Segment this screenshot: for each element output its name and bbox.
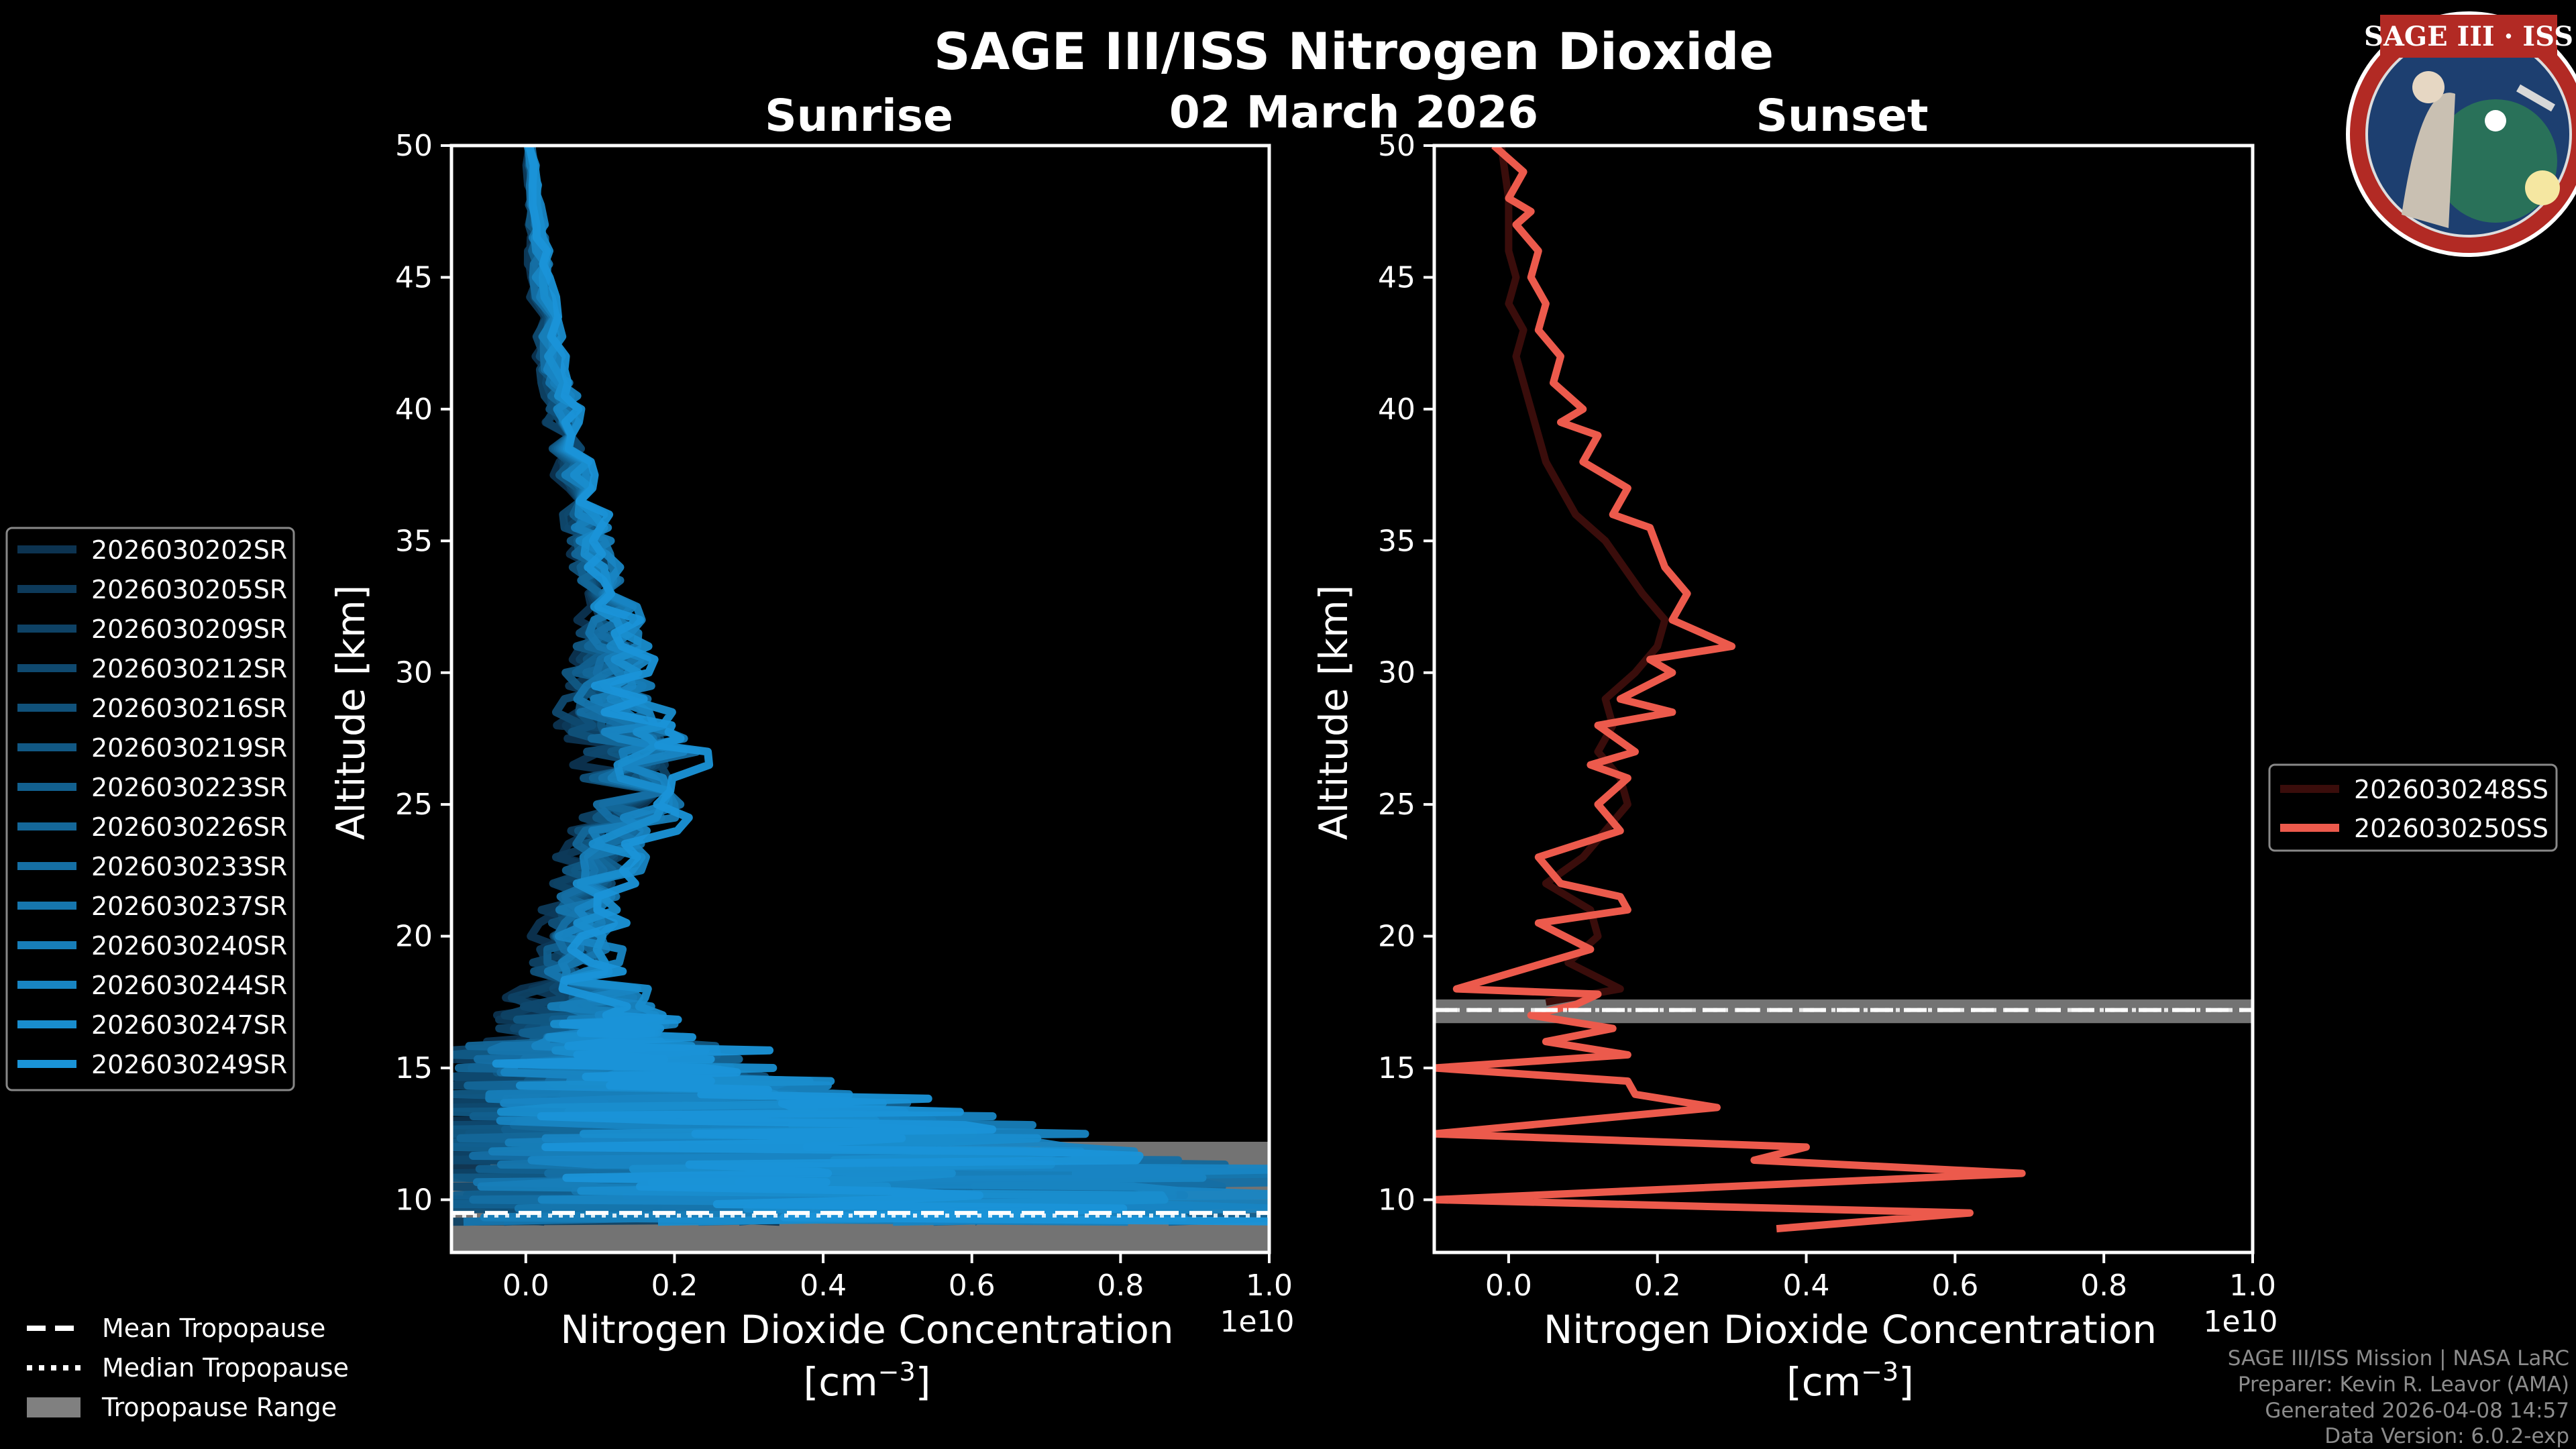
panel-title: Sunset bbox=[1756, 90, 1928, 142]
plot-frame bbox=[1432, 144, 2255, 1254]
x-tick-label: 0.8 bbox=[1097, 1269, 1144, 1303]
logo-sun bbox=[2525, 170, 2560, 205]
logo-banner bbox=[2380, 15, 2557, 58]
x-axis-multiplier: 1e10 bbox=[2203, 1305, 2277, 1339]
x-tick-label: 0.6 bbox=[1931, 1269, 1978, 1303]
footer-line-3: Generated 2026-04-08 14:57 bbox=[2265, 1399, 2569, 1423]
logo-moon bbox=[2485, 110, 2506, 131]
legend-label: 2026030237SR bbox=[91, 892, 287, 921]
legend-label: 2026030209SR bbox=[91, 614, 287, 644]
legend-label: 2026030233SR bbox=[91, 852, 287, 881]
legend-label: 2026030219SR bbox=[91, 733, 287, 763]
y-tick-label: 10 bbox=[395, 1183, 433, 1217]
y-axis-label: Altitude [km] bbox=[328, 585, 374, 840]
tropopause-range-label: Tropopause Range bbox=[101, 1393, 337, 1422]
x-axis-multiplier: 1e10 bbox=[1220, 1305, 1294, 1339]
plot-area bbox=[1434, 146, 2253, 1233]
y-tick-label: 20 bbox=[1378, 920, 1415, 954]
y-tick-label: 30 bbox=[395, 656, 433, 690]
y-tick-label: 45 bbox=[395, 260, 433, 294]
x-axis-unit-exponent: −3 bbox=[1861, 1357, 1898, 1387]
y-tick-label: 45 bbox=[1378, 260, 1415, 294]
x-axis-unit: [cm−3] bbox=[804, 1357, 931, 1405]
footer-line-2: Preparer: Kevin R. Leavor (AMA) bbox=[2238, 1373, 2569, 1397]
x-axis-unit: [cm−3] bbox=[1786, 1357, 1914, 1405]
legend-frame bbox=[2268, 763, 2558, 852]
legend-frame bbox=[5, 527, 295, 1091]
legend-label: 2026030250SS bbox=[2354, 814, 2548, 843]
plot-area bbox=[451, 146, 1269, 1252]
figure-title: SAGE III/ISS Nitrogen Dioxide bbox=[934, 21, 1774, 81]
y-tick-label: 15 bbox=[1378, 1051, 1415, 1085]
footer-line-4: Data Version: 6.0.2-exp bbox=[2324, 1424, 2569, 1448]
logo-text: SAGE III · ISS bbox=[2364, 21, 2573, 52]
x-tick-label: 0.6 bbox=[949, 1269, 996, 1303]
y-tick-label: 40 bbox=[395, 392, 433, 427]
tropopause-range-swatch bbox=[27, 1397, 80, 1417]
y-tick-label: 25 bbox=[1378, 788, 1415, 822]
x-tick-label: 0.2 bbox=[651, 1269, 698, 1303]
y-tick-label: 20 bbox=[395, 920, 433, 954]
x-tick-label: 0.0 bbox=[502, 1269, 549, 1303]
x-axis-unit-close: ] bbox=[916, 1359, 931, 1405]
median-tropopause-label: Median Tropopause bbox=[102, 1353, 349, 1383]
logo-station bbox=[2516, 84, 2555, 112]
sage-iii-iss-logo: SAGE III · ISS bbox=[2346, 11, 2576, 257]
y-tick-label: 35 bbox=[395, 524, 433, 558]
series-line-2026030248SS bbox=[1497, 146, 1669, 1006]
legend-label: 2026030202SR bbox=[91, 535, 287, 565]
legend-label: 2026030247SR bbox=[91, 1010, 287, 1040]
x-tick-label: 0.2 bbox=[1634, 1269, 1681, 1303]
x-tick-label: 1.0 bbox=[2229, 1269, 2276, 1303]
y-tick-label: 40 bbox=[1378, 392, 1415, 427]
x-axis-unit-open: [cm bbox=[804, 1359, 878, 1405]
series-legend: 2026030248SS 2026030250SS bbox=[2268, 763, 2558, 852]
legend-label: 2026030212SR bbox=[91, 654, 287, 684]
x-tick-label: 0.4 bbox=[800, 1269, 847, 1303]
x-axis-label: Nitrogen Dioxide Concentration bbox=[560, 1307, 1173, 1352]
mean-tropopause-label: Mean Tropopause bbox=[102, 1313, 325, 1343]
y-tick-label: 25 bbox=[395, 788, 433, 822]
figure-date: 02 March 2026 bbox=[1169, 87, 1538, 138]
x-tick-label: 1.0 bbox=[1246, 1269, 1293, 1303]
y-tick-label: 30 bbox=[1378, 656, 1415, 690]
x-axis-label: Nitrogen Dioxide Concentration bbox=[1544, 1307, 2157, 1352]
x-axis-unit-close: ] bbox=[1898, 1359, 1914, 1405]
legend-label: 2026030248SS bbox=[2354, 775, 2548, 804]
legend-label: 2026030240SR bbox=[91, 931, 287, 961]
legend-label: 2026030249SR bbox=[91, 1050, 287, 1079]
y-tick-label: 15 bbox=[395, 1051, 433, 1085]
x-tick-label: 0.4 bbox=[1783, 1269, 1830, 1303]
logo-figure-head bbox=[2412, 71, 2445, 103]
y-tick-label: 50 bbox=[395, 129, 433, 163]
footer: SAGE III/ISS Mission | NASA LaRC Prepare… bbox=[2228, 1346, 2569, 1448]
series-line-2026030249SR bbox=[492, 146, 1269, 1226]
x-axis-unit-open: [cm bbox=[1786, 1359, 1861, 1405]
footer-line-1: SAGE III/ISS Mission | NASA LaRC bbox=[2228, 1346, 2569, 1371]
series-legend: 2026030202SR 2026030205SR 2026030209SR 2026… bbox=[5, 527, 295, 1091]
legend-label: 2026030205SR bbox=[91, 575, 287, 604]
legend-label: 2026030223SR bbox=[91, 773, 287, 802]
y-tick-label: 10 bbox=[1378, 1183, 1415, 1217]
y-tick-label: 35 bbox=[1378, 524, 1415, 558]
logo-figure bbox=[2402, 93, 2455, 228]
sunset-panel: 0.0 0.2 0.4 0.6 0.8 1.0 10 15 20 25 30 35 40 45 50 1e10… bbox=[1311, 90, 2558, 1405]
legend-label: 2026030216SR bbox=[91, 694, 287, 723]
tropopause-legend: Mean Tropopause Median Tropopause Tropop… bbox=[27, 1313, 349, 1422]
legend-label: 2026030244SR bbox=[91, 971, 287, 1000]
series-line-2026030250SS bbox=[1434, 146, 2026, 1233]
y-axis-label: Altitude [km] bbox=[1311, 585, 1356, 840]
x-axis-unit-exponent: −3 bbox=[878, 1357, 916, 1387]
plot-frame bbox=[449, 144, 1271, 1254]
legend-label: 2026030226SR bbox=[91, 812, 287, 842]
x-tick-label: 0.8 bbox=[2080, 1269, 2127, 1303]
y-tick-label: 50 bbox=[1378, 129, 1415, 163]
x-tick-label: 0.0 bbox=[1485, 1269, 1532, 1303]
sunrise-panel: 0.0 0.2 0.4 0.6 0.8 1.0 10 15 20 25 30 35 40 45 50 1e10… bbox=[5, 90, 1295, 1405]
panel-title: Sunrise bbox=[765, 90, 953, 142]
